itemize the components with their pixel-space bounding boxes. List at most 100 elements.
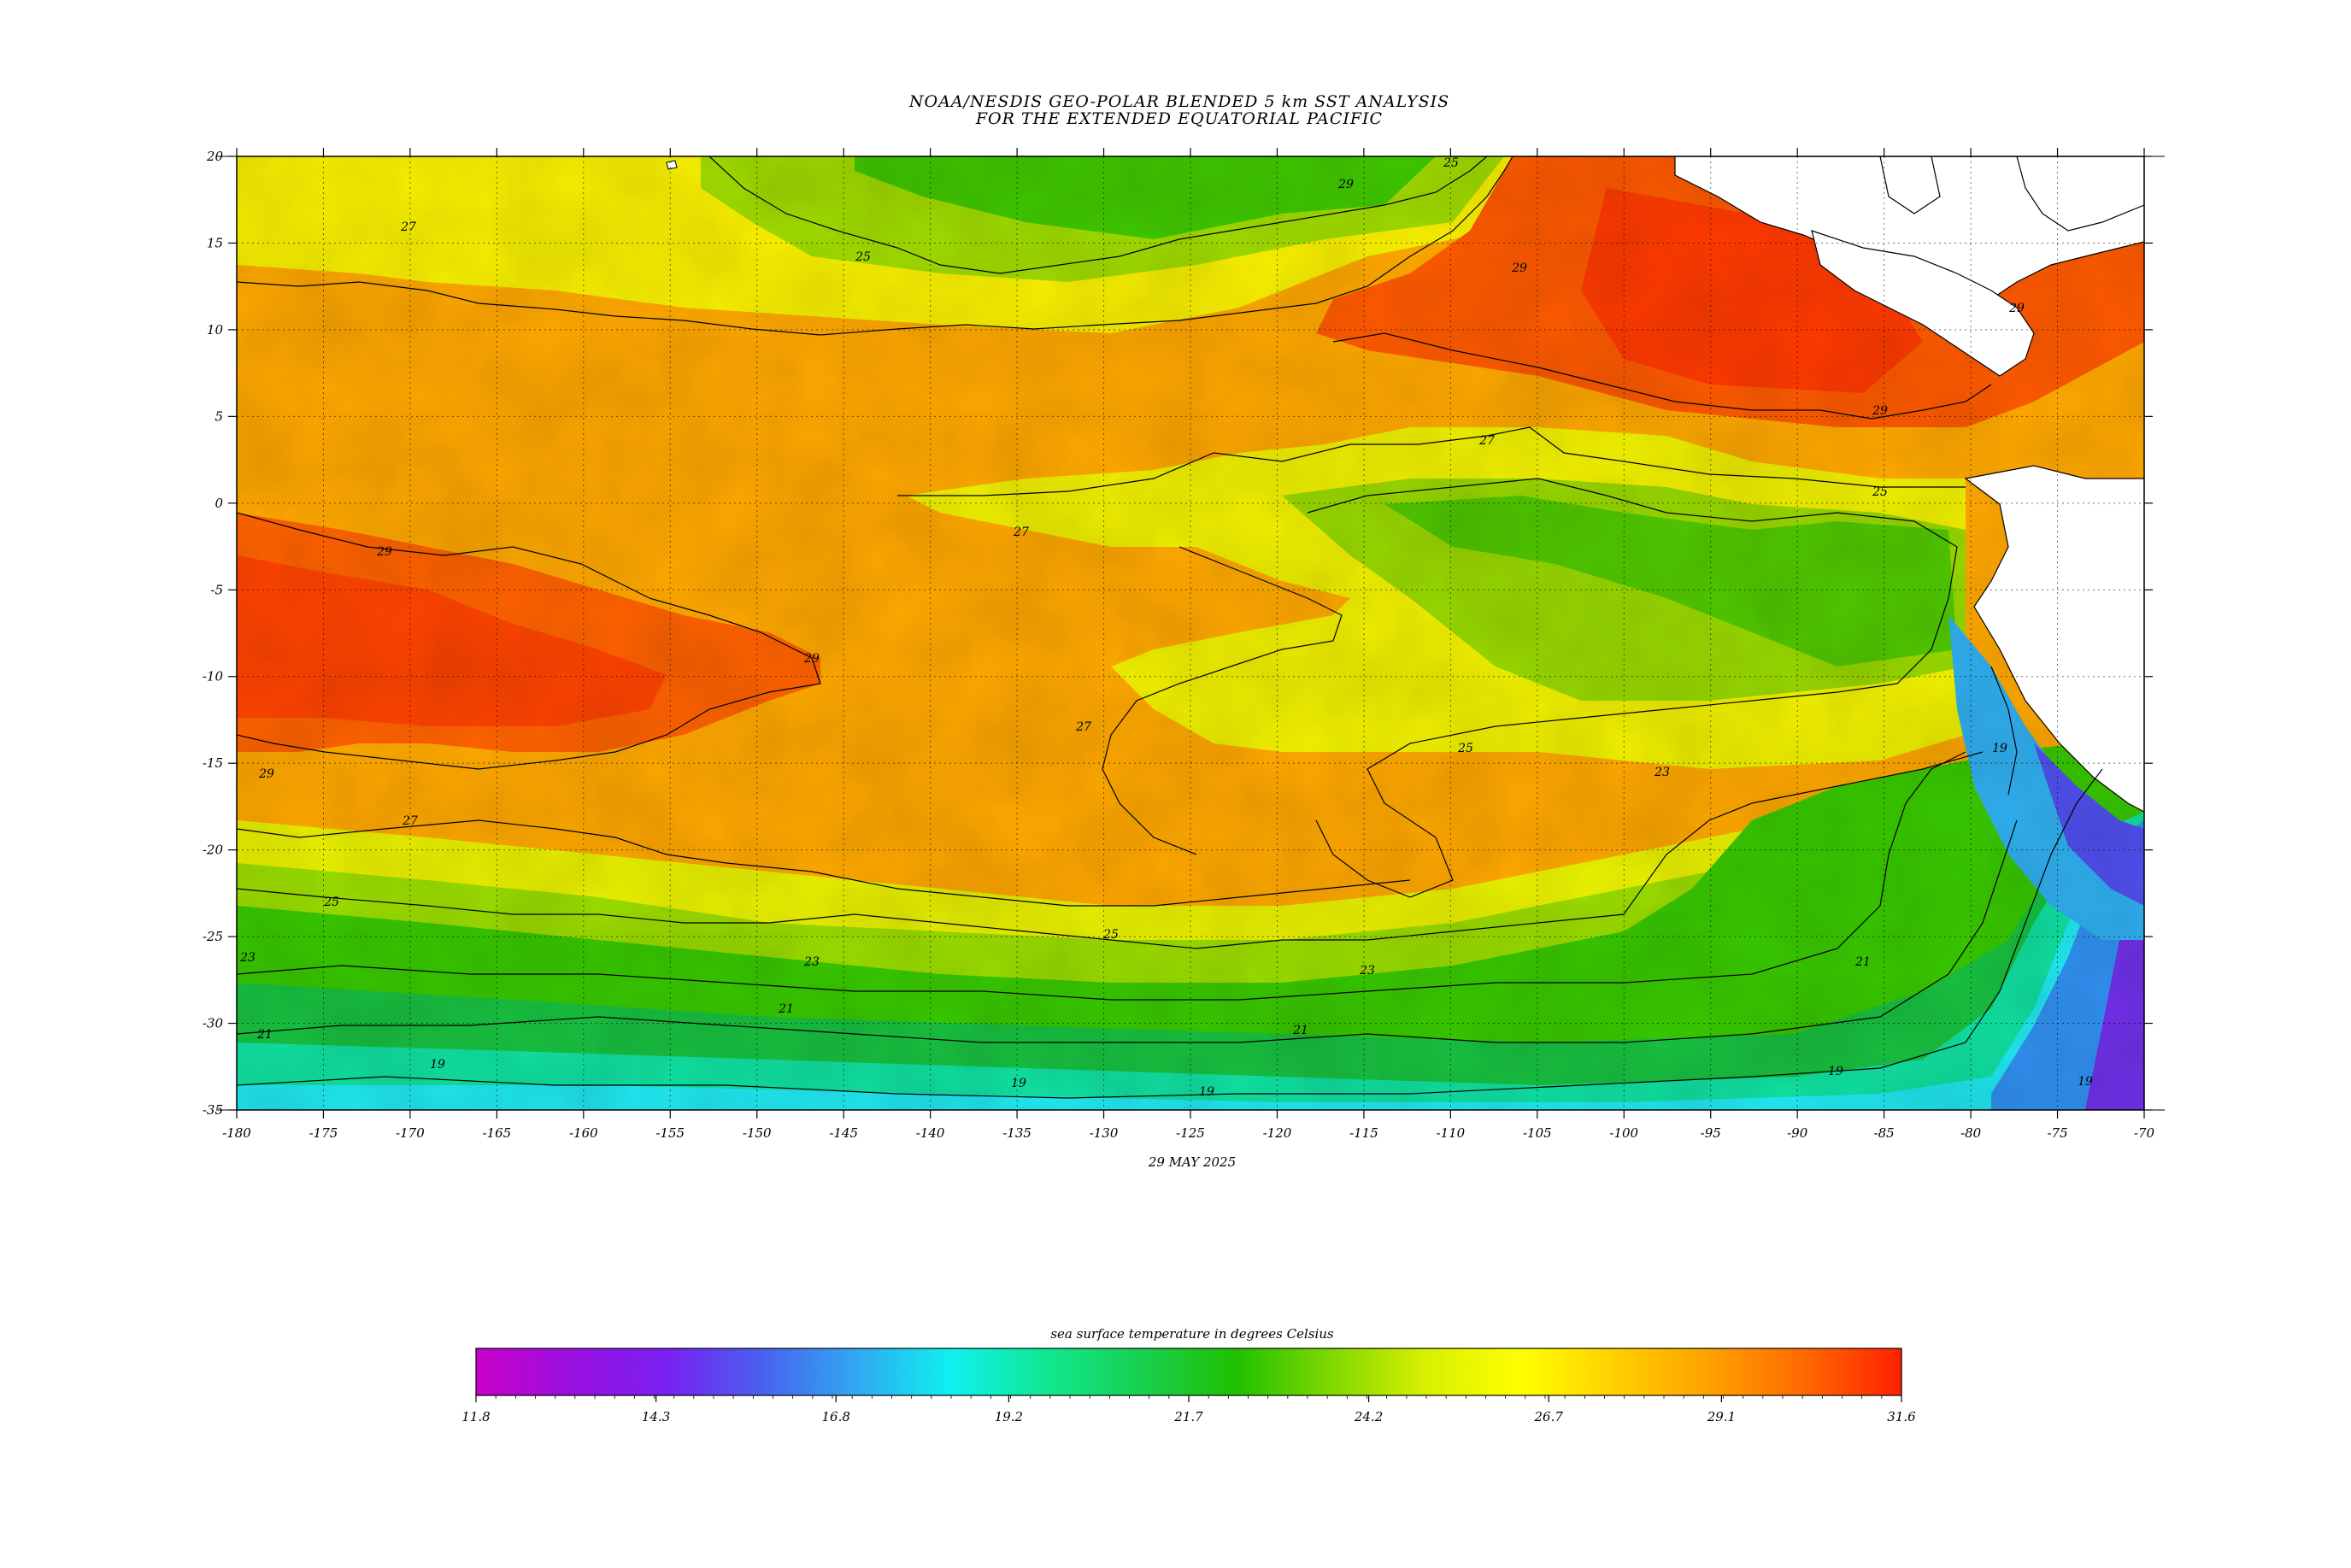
land-island-tiny — [666, 160, 678, 170]
lat-tick-label: 0 — [215, 496, 223, 511]
lat-tick-label: 20 — [206, 149, 224, 164]
lon-tick-label: -150 — [743, 1125, 772, 1141]
contour-label-27-central: 27 — [1013, 526, 1029, 539]
lat-tick-label: -5 — [210, 582, 223, 597]
contour-label-19-south: 19 — [1011, 1077, 1026, 1090]
longitude-axis: -180 -175 -170 -165 -160 -155 -150 -145 -140 -135… — [222, 148, 2155, 1141]
colorbar-tick-label: 31.6 — [1887, 1409, 1916, 1424]
contour-label-25-south-central: 25 — [1457, 742, 1473, 755]
colorbar-tick-label: 26.7 — [1534, 1409, 1564, 1424]
title-line-1: NOAA/NESDIS GEO-POLAR BLENDED 5 km SST A… — [908, 92, 1449, 111]
latitude-axis: 20 15 10 5 0 -5 -10 -15 -20 -25 -30 -35 — [203, 149, 2153, 1118]
contour-19-south — [237, 768, 2103, 1099]
land-caribbean-sea — [2016, 156, 2144, 232]
colorbar-tick-label: 19.2 — [995, 1409, 1023, 1424]
contour-29-ne — [1332, 332, 1992, 420]
colorbar-label: sea surface temperature in degrees Celsi… — [1050, 1326, 1334, 1342]
contour-label-29-gulf: 29 — [2008, 302, 2025, 315]
lon-tick-label: -110 — [1437, 1125, 1466, 1141]
contour-label-19-west: 19 — [430, 1058, 445, 1072]
lon-tick-label: -90 — [1787, 1125, 1808, 1141]
contour-label-27-equator: 27 — [1478, 434, 1495, 448]
colorbar-tick-label: 14.3 — [642, 1409, 670, 1424]
lon-tick-label: -165 — [483, 1125, 512, 1141]
colorbar-tick-label: 16.8 — [822, 1409, 850, 1424]
lon-tick-label: -70 — [2134, 1125, 2155, 1141]
gridlines — [237, 156, 2144, 1110]
contour-label-21-east: 21 — [1854, 955, 1871, 969]
contour-label-27-south: 27 — [402, 814, 418, 828]
contour-label-27-north: 27 — [400, 220, 416, 234]
contour-label-21-south-2: 21 — [1292, 1024, 1308, 1037]
lon-tick-label: -100 — [1609, 1125, 1638, 1141]
contour-label-25-south: 25 — [323, 896, 339, 909]
lon-tick-label: -125 — [1176, 1125, 1205, 1141]
contour-label-25-equator: 25 — [1872, 485, 1888, 499]
contour-27-south — [237, 819, 1411, 907]
lon-tick-label: -85 — [1874, 1125, 1895, 1141]
lon-tick-label: -135 — [1002, 1125, 1032, 1141]
colorbar — [475, 1348, 1902, 1396]
contour-21-south — [237, 819, 2018, 1043]
contour-25-north — [708, 156, 1488, 274]
contour-label-27-sw: 27 — [1075, 720, 1091, 734]
contour-27-equator — [897, 426, 1966, 496]
contour-label-23-west: 23 — [239, 951, 256, 965]
land-yucatan — [1879, 156, 1941, 214]
lat-tick-label: -15 — [203, 755, 223, 771]
lon-tick-label: -140 — [916, 1125, 945, 1141]
contour-label-29-panama: 29 — [1872, 404, 1888, 418]
contour-label-21-south: 21 — [778, 1002, 794, 1016]
lon-tick-label: -155 — [655, 1125, 685, 1141]
lat-tick-label: 5 — [215, 408, 223, 424]
contour-label-19-chile: 19 — [2078, 1075, 2093, 1089]
contour-label-23-peru: 23 — [1654, 766, 1670, 779]
lon-tick-label: -145 — [829, 1125, 858, 1141]
contour-label-19-peru: 19 — [1992, 742, 2007, 755]
lon-tick-label: -115 — [1349, 1125, 1378, 1141]
contour-label-21-west: 21 — [256, 1028, 273, 1042]
contour-label-23-south: 23 — [803, 955, 820, 969]
lon-tick-label: -120 — [1263, 1125, 1292, 1141]
contour-label-19-east: 19 — [1828, 1065, 1843, 1078]
contour-label-29-west-edge: 29 — [258, 767, 274, 781]
contour-19-peru — [1990, 666, 2018, 796]
colorbar-tick-label: 21.7 — [1173, 1409, 1203, 1424]
lon-tick-label: -175 — [309, 1125, 338, 1141]
lon-tick-label: -95 — [1701, 1125, 1721, 1141]
contour-label-group: 27 25 29 25 29 29 29 27 25 27 29 29 27 2… — [239, 156, 2093, 1099]
title-line-2: FOR THE EXTENDED EQUATORIAL PACIFIC — [975, 109, 1383, 128]
contour-label-23-south-2: 23 — [1359, 964, 1375, 978]
land-central-america — [1811, 230, 2035, 377]
lat-tick-label: -25 — [203, 929, 223, 944]
contour-label-25-south-2: 25 — [1102, 928, 1119, 942]
lat-tick-label: 10 — [207, 322, 224, 338]
lat-tick-label: -20 — [203, 843, 224, 858]
contour-lines — [237, 156, 2103, 1099]
lat-tick-label: -30 — [203, 1016, 224, 1031]
lat-tick-label: -35 — [203, 1102, 223, 1118]
lat-tick-label: 15 — [207, 235, 223, 250]
contour-label-19-south-2: 19 — [1199, 1085, 1214, 1099]
contour-23-south — [237, 751, 1966, 1001]
lon-tick-label: -160 — [569, 1125, 598, 1141]
contour-label-25-north: 25 — [855, 250, 871, 264]
colorbar-tick-label: 24.2 — [1354, 1409, 1383, 1424]
contour-label-29-ne: 29 — [1511, 261, 1527, 275]
lon-tick-label: -170 — [396, 1125, 425, 1141]
colorbar-tick-label: 11.8 — [461, 1409, 490, 1424]
lat-tick-label: -10 — [203, 669, 224, 684]
contour-label-29-sw: 29 — [803, 652, 820, 666]
contour-27-central — [1102, 546, 1343, 855]
colorbar-tick-label: 29.1 — [1707, 1409, 1736, 1424]
sst-map: 27 25 29 25 29 29 29 27 25 27 29 29 27 2… — [237, 156, 2144, 1110]
contour-25-equator — [1307, 478, 1958, 898]
contour-label-29-north: 29 — [1337, 178, 1354, 191]
date-label: 29 MAY 2025 — [1148, 1154, 1236, 1170]
colorbar-ticks: 11.8 14.3 16.8 19.2 21.7 24.2 26.7 29.1 31.6 — [461, 1395, 1916, 1424]
lon-tick-label: -180 — [222, 1125, 251, 1141]
land-south-america — [1964, 465, 2144, 813]
contour-label-29-west: 29 — [376, 545, 392, 559]
lon-tick-label: -105 — [1523, 1125, 1552, 1141]
